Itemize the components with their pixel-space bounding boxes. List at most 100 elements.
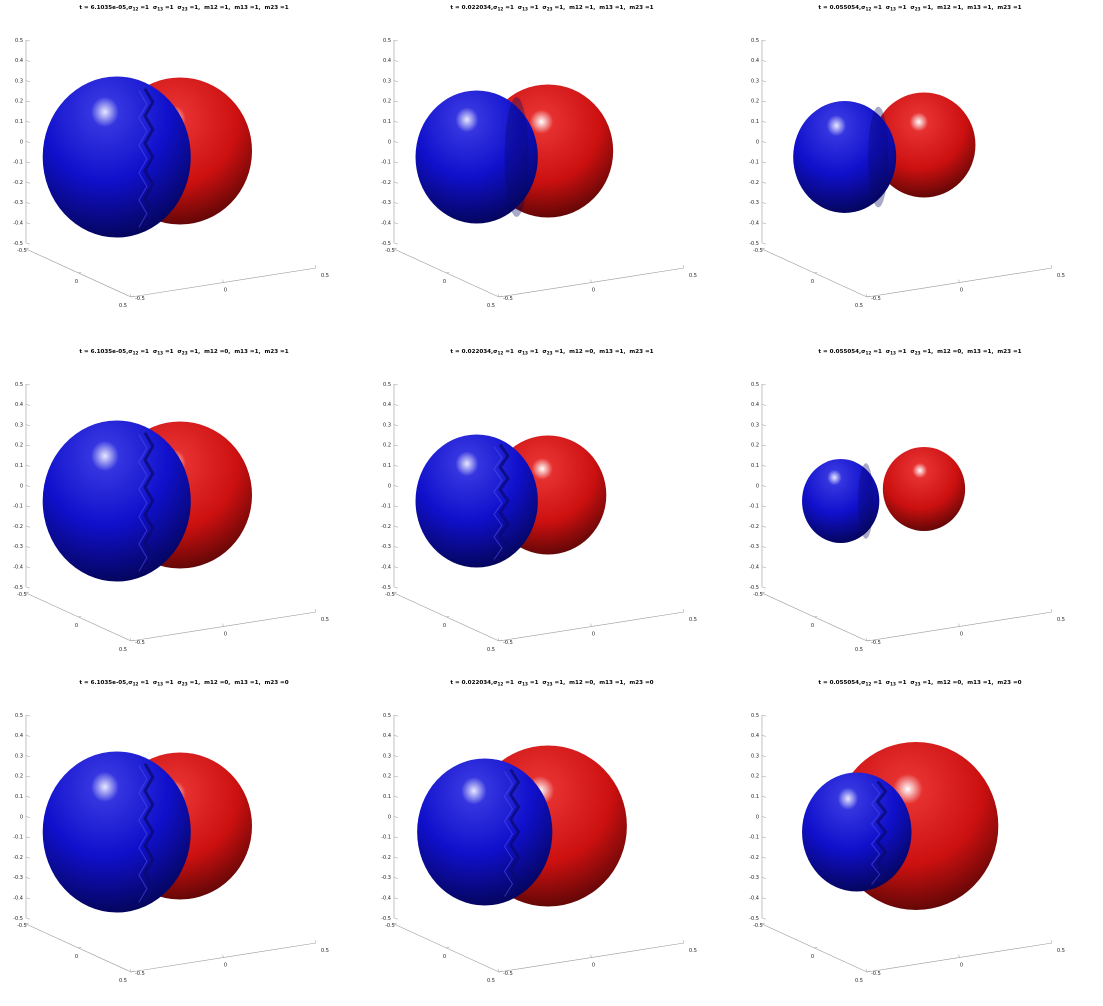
x-tick-label: 0: [960, 963, 963, 969]
z-tick-label: 0: [20, 139, 23, 145]
z-tick-label: -0.4: [13, 896, 23, 902]
z-tick-label: -0.5: [13, 916, 23, 922]
z-tick-label: -0.2: [381, 180, 391, 186]
subplot: t = 6.1035e-05,σ12 =1 σ13 =1 σ23 =1, m12…: [0, 0, 368, 331]
z-tick-label: -0.1: [13, 504, 23, 510]
z-tick: [25, 755, 31, 758]
x-tick: [497, 637, 500, 642]
x-tick-label: -0.5: [871, 971, 881, 977]
y-tick-label: -0.5: [17, 923, 27, 929]
x-tick-label: 0.5: [321, 273, 329, 279]
z-tick: [761, 120, 767, 123]
z-tick-label: 0.1: [751, 794, 759, 800]
red-phase-surface: [882, 447, 966, 531]
z-tick-label: 0.1: [383, 463, 391, 469]
red-phase-surface: [872, 92, 976, 198]
z-tick: [761, 755, 767, 758]
x-tick: [590, 279, 592, 283]
z-tick-label: -0.3: [749, 544, 759, 550]
z-tick-label: -0.5: [749, 585, 759, 591]
y-tick: [498, 639, 503, 642]
y-tick-label: -0.5: [385, 923, 395, 929]
z-tick: [25, 856, 31, 859]
blue-phase-surface: [415, 434, 538, 568]
z-tick: [25, 795, 31, 798]
z-tick-label: -0.1: [13, 160, 23, 166]
z-tick-label: -0.4: [749, 221, 759, 227]
x-tick-label: -0.5: [135, 296, 145, 302]
z-tick-label: -0.4: [749, 565, 759, 571]
z-tick-label: 0.5: [751, 38, 759, 44]
z-tick-label: 0.2: [15, 99, 23, 105]
z-tick-label: -0.3: [381, 875, 391, 881]
axes-3d: 0.50.40.30.20.10-0.1-0.2-0.3-0.4-0.5-0.5…: [381, 38, 697, 309]
y-tick: [130, 970, 135, 973]
z-tick-label: -0.5: [381, 585, 391, 591]
x-tick: [865, 293, 868, 298]
z-tick-label: -0.2: [749, 524, 759, 530]
z-tick-label: 0: [388, 814, 391, 820]
z-tick: [25, 836, 31, 839]
z-tick-label: 0: [388, 483, 391, 489]
axes-3d: 0.50.40.30.20.10-0.1-0.2-0.3-0.4-0.5-0.5…: [381, 713, 697, 984]
z-tick-label: 0.3: [383, 422, 391, 428]
z-tick: [393, 485, 399, 487]
z-tick: [393, 39, 399, 42]
subplot-title: t = 0.022034,σ12 =1 σ13 =1 σ23 =1, m12 =…: [450, 349, 654, 356]
z-tick: [393, 836, 399, 839]
z-tick-label: -0.1: [381, 504, 391, 510]
y-tick: [761, 247, 766, 250]
y-tick-label: 0.5: [855, 978, 863, 984]
blue-phase-surface: [42, 76, 191, 238]
z-tick: [393, 383, 399, 386]
z-tick: [761, 242, 767, 245]
y-tick-label: 0: [75, 279, 78, 285]
z-tick: [761, 917, 767, 920]
z-tick: [25, 202, 31, 204]
z-tick: [761, 100, 767, 103]
y-tick-label: 0: [811, 623, 814, 629]
x-tick-label: 0: [592, 632, 595, 638]
x-tick-label: -0.5: [503, 640, 513, 646]
blue-phase-surface: [802, 459, 880, 543]
subplot: t = 6.1035e-05,σ12 =1 σ13 =1 σ23 =1, m12…: [0, 344, 368, 675]
y-tick-label: 0: [443, 623, 446, 629]
blue-phase-group: [42, 420, 191, 582]
z-tick-label: 0.4: [383, 733, 391, 739]
z-tick-label: -0.4: [749, 896, 759, 902]
z-tick: [761, 795, 767, 798]
z-tick: [761, 202, 767, 204]
z-tick-label: -0.3: [13, 875, 23, 881]
z-tick: [393, 525, 399, 528]
z-tick-label: 0.2: [383, 774, 391, 780]
z-tick: [393, 222, 399, 225]
x-tick: [129, 293, 132, 298]
blue-phase-surface: [42, 420, 191, 582]
z-tick: [761, 222, 767, 225]
x-tick: [682, 608, 685, 613]
z-tick: [761, 714, 767, 717]
z-tick-label: 0.2: [383, 99, 391, 105]
z-tick: [761, 877, 767, 879]
blue-phase-surface: [42, 751, 191, 913]
interface-ripple: [498, 443, 510, 559]
y-tick-label: -0.5: [753, 923, 763, 929]
x-tick-label: 0: [592, 288, 595, 294]
z-tick: [761, 586, 767, 589]
z-tick: [393, 505, 399, 508]
x-tick-label: 0.5: [689, 948, 697, 954]
interface-ripple: [143, 762, 155, 902]
z-tick-label: -0.1: [381, 160, 391, 166]
y-tick: [78, 946, 82, 949]
interface-ripple-inner: [138, 90, 148, 228]
z-tick: [761, 505, 767, 508]
x-tick-label: 0.5: [1057, 617, 1065, 623]
z-tick-label: 0.1: [751, 119, 759, 125]
z-tick-label: 0.2: [751, 774, 759, 780]
z-tick-label: 0: [20, 483, 23, 489]
z-tick-label: 0.1: [15, 794, 23, 800]
y-tick: [814, 271, 818, 274]
z-tick: [761, 735, 767, 737]
subplot: t = 0.055054,σ12 =1 σ13 =1 σ23 =1, m12 =…: [736, 0, 1103, 331]
x-tick-label: 0.5: [689, 617, 697, 623]
